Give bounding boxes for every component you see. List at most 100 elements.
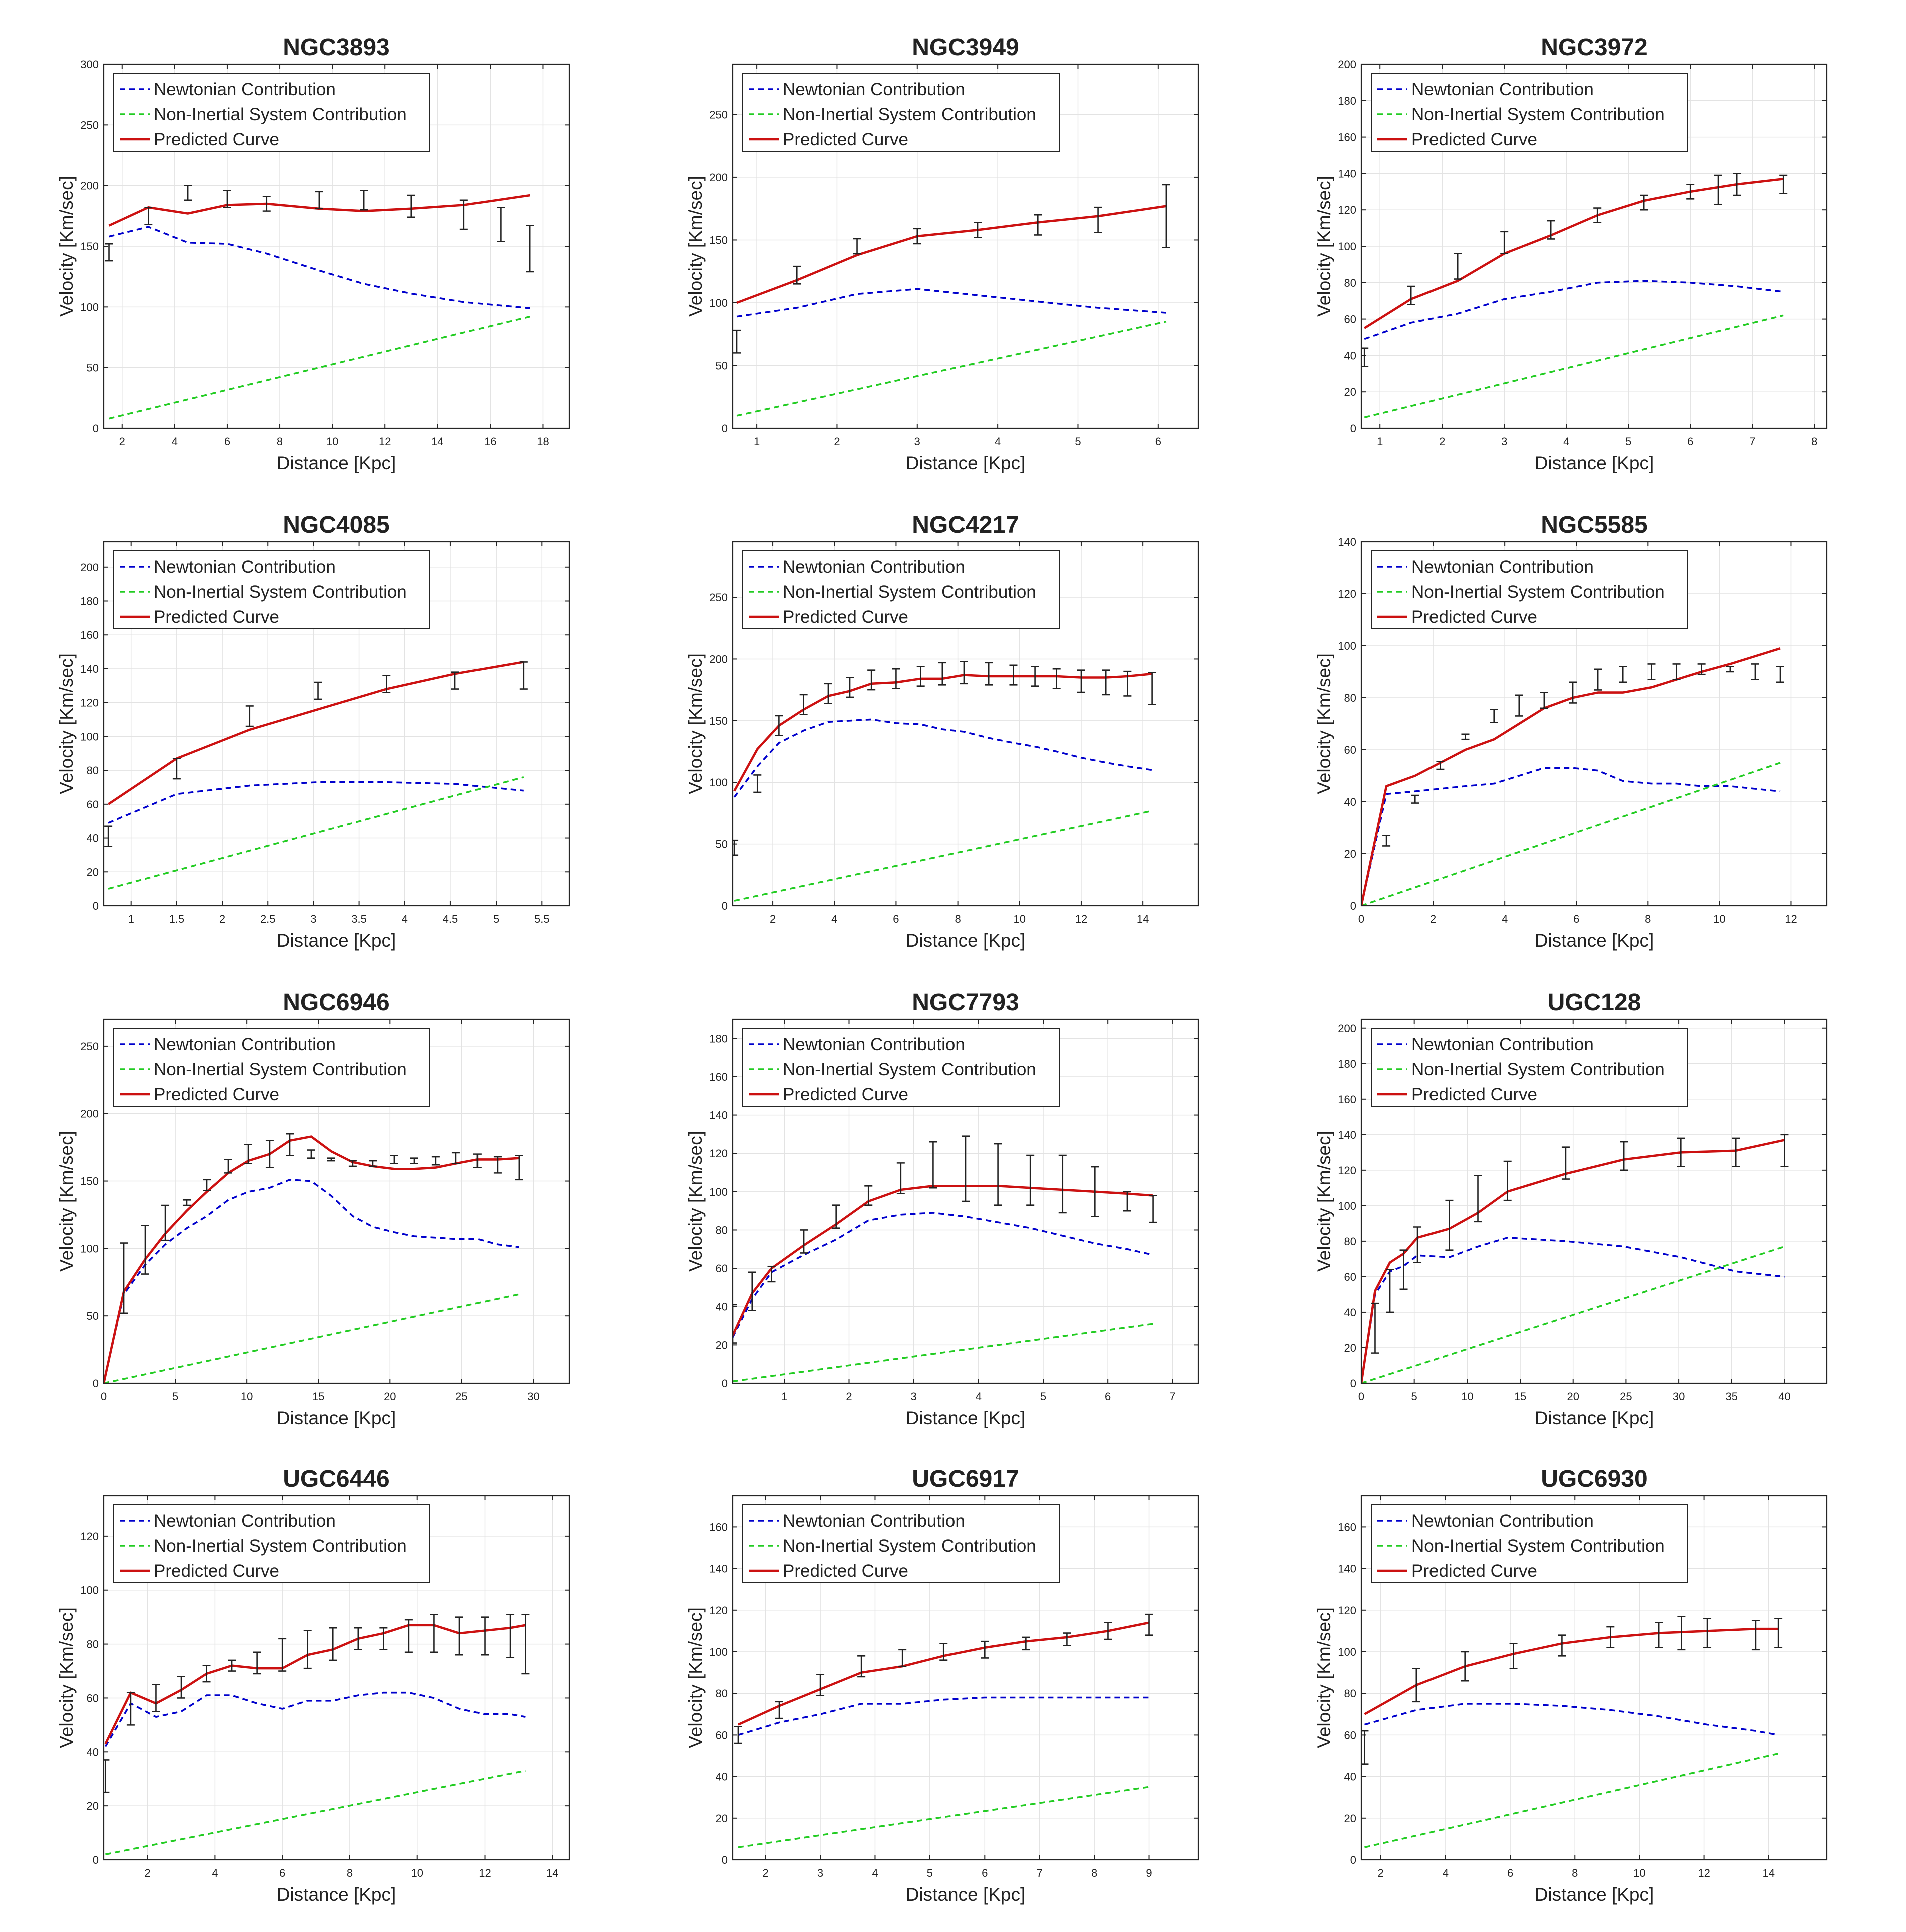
- predicted-line: [108, 194, 530, 227]
- y-tick-label: 40: [87, 1746, 99, 1758]
- y-tick-label: 60: [716, 1262, 728, 1275]
- legend: Newtonian Contribution Non-Inertial Syste…: [113, 550, 430, 629]
- x-tick-label: 10: [1014, 913, 1026, 925]
- legend-label: Newtonian Contribution: [783, 80, 965, 99]
- plot-series: [733, 661, 1156, 902]
- y-axis-ticks: 0 20 40 60 80 100 120 140 160: [1338, 1521, 1827, 1866]
- x-tick-label: 5: [1411, 1390, 1417, 1403]
- x-tick-label: 5: [172, 1390, 178, 1403]
- x-tick-label: 4: [1563, 435, 1569, 448]
- observed-point: [1732, 1137, 1740, 1168]
- observed-point: [1123, 1191, 1131, 1212]
- newtonian-line: [109, 226, 530, 309]
- legend-label: Newtonian Contribution: [783, 1035, 965, 1054]
- observed-point: [857, 1655, 866, 1678]
- y-axis-ticks: 0 50 100 150 200 250: [709, 591, 1198, 912]
- y-tick-label: 150: [709, 715, 728, 727]
- observed-point: [1436, 761, 1445, 770]
- legend-label: Newtonian Contribution: [1411, 557, 1594, 577]
- legend: Newtonian Contribution Non-Inertial Syste…: [113, 1504, 430, 1583]
- y-tick-label: 60: [1344, 1729, 1356, 1741]
- y-tick-label: 60: [87, 798, 99, 811]
- observed-point: [1594, 668, 1602, 691]
- observed-errorbars: [1382, 663, 1784, 847]
- x-axis-label: Distance [Kpc]: [277, 453, 396, 473]
- legend-label: Predicted Curve: [154, 1085, 279, 1104]
- chart-title: UGC6917: [912, 1466, 1019, 1492]
- legend-box: [742, 1028, 1060, 1107]
- y-axis-label: Velocity [Km/sec]: [56, 1607, 77, 1748]
- legend-label: Non-Inertial System Contribution: [154, 1060, 407, 1079]
- observed-point: [1558, 1634, 1566, 1657]
- observed-point: [1547, 220, 1555, 240]
- observed-point: [1022, 1636, 1030, 1651]
- observed-point: [519, 661, 528, 690]
- observed-point: [141, 1225, 149, 1275]
- y-tick-label: 0: [93, 900, 99, 912]
- legend-box: [113, 1028, 430, 1107]
- x-tick-label: 10: [1633, 1867, 1645, 1879]
- x-tick-label: 12: [379, 435, 391, 448]
- y-tick-label: 180: [709, 1032, 728, 1045]
- y-tick-label: 40: [87, 832, 99, 845]
- observed-point: [105, 243, 113, 262]
- legend-label: Predicted Curve: [783, 130, 908, 149]
- y-tick-label: 140: [709, 1109, 728, 1122]
- x-tick-label: 8: [1091, 1867, 1097, 1879]
- observed-point: [265, 1140, 274, 1168]
- x-axis-label: Distance [Kpc]: [906, 1884, 1026, 1905]
- x-tick-label: 3: [914, 435, 920, 448]
- newtonian-line: [733, 1212, 1153, 1338]
- observed-point: [1677, 1615, 1686, 1651]
- legend-label: Non-Inertial System Contribution: [783, 1060, 1036, 1079]
- observed-point: [1461, 1651, 1469, 1682]
- x-tick-label: 2: [846, 1390, 852, 1403]
- noninertial-line: [1361, 762, 1781, 906]
- x-tick-label: 3: [310, 913, 316, 925]
- observed-point: [451, 671, 459, 690]
- y-tick-label: 180: [80, 595, 99, 608]
- observed-point: [1774, 1618, 1783, 1648]
- observed-point: [184, 185, 192, 201]
- x-axis-ticks: 0 5 10 15 20 25 30: [101, 1019, 540, 1403]
- noninertial-line: [1361, 1245, 1785, 1383]
- y-tick-label: 140: [1338, 1563, 1356, 1575]
- observed-point: [985, 662, 993, 686]
- x-tick-label: 6: [1573, 913, 1579, 925]
- y-tick-label: 100: [1338, 1646, 1356, 1658]
- observed-point: [939, 1643, 948, 1661]
- legend-box: [742, 73, 1060, 152]
- y-tick-label: 200: [709, 171, 728, 184]
- observed-point: [1031, 665, 1039, 687]
- x-axis-ticks: 0 5 10 15 20 25 30 35 40: [1358, 1019, 1791, 1403]
- observed-point: [799, 694, 808, 715]
- observed-point: [1407, 285, 1415, 305]
- x-tick-label: 18: [537, 435, 549, 448]
- x-tick-label: 20: [384, 1390, 396, 1403]
- chart-title: NGC4085: [283, 512, 389, 538]
- y-tick-label: 120: [80, 697, 99, 709]
- x-tick-label: 5: [1075, 435, 1081, 448]
- plot-frame: [732, 1018, 1199, 1384]
- observed-point: [1619, 666, 1627, 683]
- plot-frame: [103, 1018, 570, 1384]
- noninertial-line: [733, 1323, 1153, 1382]
- x-tick-label: 8: [347, 1867, 353, 1879]
- x-tick-label: 10: [326, 435, 338, 448]
- x-tick-label: 2: [219, 913, 225, 925]
- legend-label: Predicted Curve: [154, 607, 279, 627]
- observed-point: [224, 1159, 232, 1174]
- observed-point: [1026, 1154, 1035, 1206]
- observed-point: [1123, 670, 1132, 697]
- chart-panel-ugc6917: 2 3 4 5 6 7 8 9 0 20 40 60 80 100 120 140 160 Newtonian C…: [685, 1466, 1199, 1905]
- legend: Newtonian Contribution Non-Inertial Syste…: [113, 1028, 430, 1107]
- x-tick-label: 6: [1507, 1867, 1513, 1879]
- observed-point: [864, 1185, 873, 1206]
- y-tick-label: 200: [80, 1108, 99, 1120]
- observed-point: [172, 758, 181, 780]
- x-tick-label: 3: [911, 1390, 917, 1403]
- x-axis-label: Distance [Kpc]: [906, 930, 1026, 951]
- x-axis-ticks: 1 2 3 4 5 6 7: [781, 1019, 1175, 1403]
- observed-point: [892, 668, 900, 689]
- y-tick-label: 80: [87, 764, 99, 777]
